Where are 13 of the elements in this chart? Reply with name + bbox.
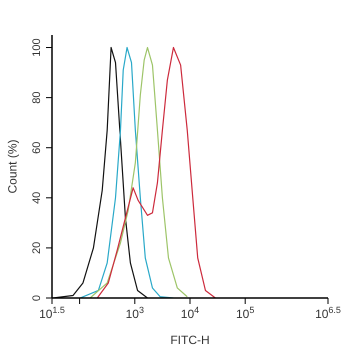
x-tick-label: 10$^{5}$ [236, 305, 254, 321]
y-tick-label: 0 [31, 294, 43, 302]
y-tick-label: 20 [31, 242, 43, 254]
x-tick-label: 10$^{1.5}$ [39, 305, 65, 321]
x-tick-label: 10$^{3}$ [126, 305, 144, 321]
x-tick-label: 10$^{6.5}$ [315, 305, 341, 321]
x-axis-title: FITC-H [170, 333, 210, 347]
y-tick-label: 100 [31, 38, 43, 57]
y-axis-title: Count (%) [5, 139, 20, 194]
y-tick-label: 80 [31, 91, 43, 104]
y-tick-label: 60 [31, 142, 43, 154]
x-tick-label: 10$^{4}$ [180, 305, 200, 321]
y-tick-label: 40 [31, 192, 43, 204]
